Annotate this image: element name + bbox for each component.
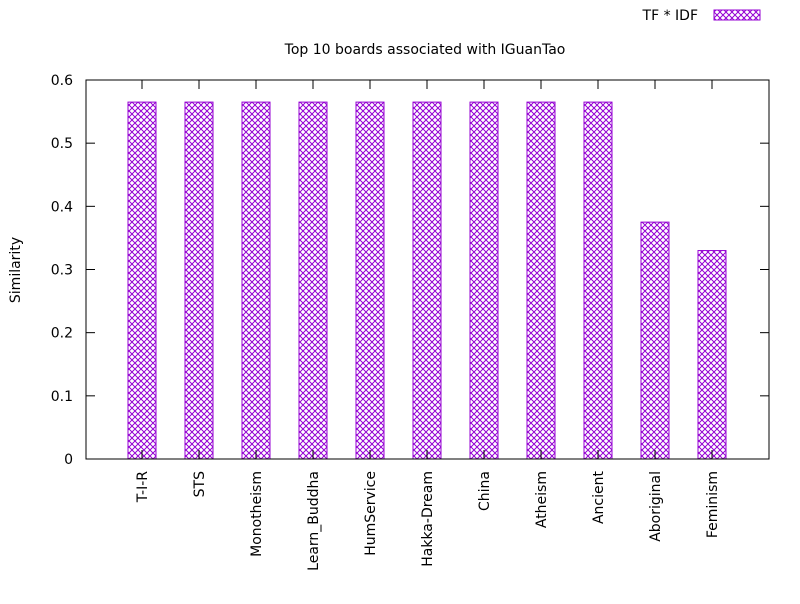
x-tick-label: Atheism bbox=[534, 471, 550, 528]
bar bbox=[184, 101, 214, 460]
chart-title: Top 10 boards associated with IGuanTao bbox=[284, 42, 566, 58]
y-tick-label: 0.2 bbox=[51, 326, 73, 342]
x-tick-label: Hakka-Dream bbox=[420, 471, 436, 567]
bar bbox=[127, 101, 157, 460]
bar bbox=[697, 250, 727, 460]
x-tick-label: Monotheism bbox=[249, 471, 265, 557]
x-tick-label: China bbox=[477, 471, 493, 511]
y-axis-ticks: 0 0.1 0.2 0.3 0.4 0.5 0.6 bbox=[51, 73, 769, 468]
y-axis-label: Similarity bbox=[8, 237, 24, 303]
legend: TF * IDF bbox=[642, 8, 761, 24]
y-tick-label: 0.1 bbox=[51, 389, 73, 405]
legend-swatch bbox=[713, 9, 761, 21]
x-tick-label: Learn_Buddha bbox=[306, 471, 322, 571]
y-tick-label: 0.5 bbox=[51, 136, 73, 152]
x-tick-label: T-I-R bbox=[135, 471, 151, 503]
y-tick-label: 0 bbox=[64, 452, 73, 468]
bar bbox=[469, 101, 499, 460]
bar bbox=[583, 101, 613, 460]
bar bbox=[298, 101, 328, 460]
x-tick-label: Ancient bbox=[591, 470, 607, 524]
bar bbox=[241, 101, 271, 460]
x-tick-label: Aboriginal bbox=[648, 471, 664, 542]
bar bbox=[640, 221, 670, 460]
bar-group bbox=[127, 101, 727, 460]
x-tick-label: STS bbox=[192, 471, 208, 497]
bar bbox=[526, 101, 556, 460]
bar bbox=[412, 101, 442, 460]
y-tick-label: 0.6 bbox=[51, 73, 73, 89]
x-axis-ticks: T-I-R STS Monotheism Learn_Buddha HumService… bbox=[135, 80, 721, 571]
x-tick-label: Feminism bbox=[705, 471, 721, 538]
legend-label: TF * IDF bbox=[642, 8, 698, 24]
y-tick-label: 0.3 bbox=[51, 263, 73, 279]
bar bbox=[355, 101, 385, 460]
y-tick-label: 0.4 bbox=[51, 199, 73, 215]
plot-frame bbox=[85, 79, 770, 460]
x-tick-label: HumService bbox=[363, 471, 379, 556]
